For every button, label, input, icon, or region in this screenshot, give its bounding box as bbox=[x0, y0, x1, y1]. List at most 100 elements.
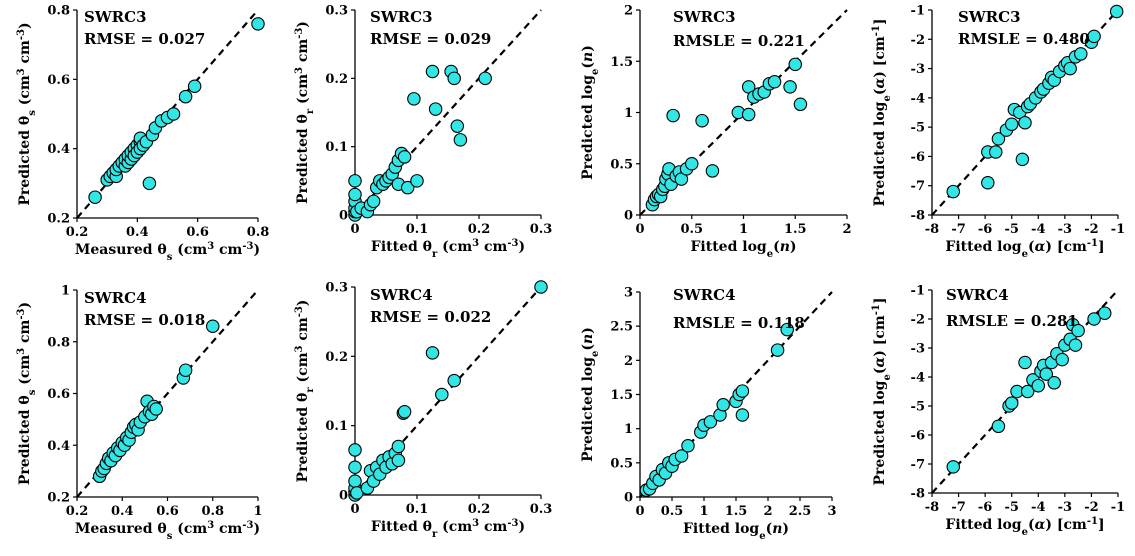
data-point bbox=[450, 119, 465, 133]
data-point bbox=[348, 460, 362, 475]
x-tick-label: 0.3 bbox=[530, 502, 553, 517]
x-tick-label: -6 bbox=[978, 500, 992, 515]
metric-annotation: RMSE = 0.027 bbox=[84, 30, 205, 48]
data-point bbox=[251, 17, 265, 31]
y-tick-label: 0.4 bbox=[47, 439, 70, 454]
x-axis-label: Fitted θr (cm3 cm-3) bbox=[371, 518, 525, 540]
data-point bbox=[1039, 367, 1054, 381]
x-tick-label: 0.3 bbox=[530, 222, 553, 237]
y-tick-label: -3 bbox=[911, 342, 925, 357]
x-axis-label: Measured θs (cm3 cm-3) bbox=[75, 241, 260, 263]
data-point bbox=[1020, 384, 1035, 399]
y-axis-label: Predicted θr (cm3 cm-3) bbox=[294, 300, 316, 483]
x-tick-label: 0.2 bbox=[468, 502, 491, 517]
data-point bbox=[1087, 312, 1101, 326]
panel-title: SWRC3 bbox=[370, 8, 433, 26]
x-axis-label: Fitted loge(α) [cm-1] bbox=[945, 516, 1104, 538]
y-tick-label: 0.6 bbox=[47, 73, 70, 88]
scatter-panel-7: 0 0.5 1 1.5 2 2.5 3 0 0.5 1 1.5 2 2.5 3 SWRC4 RMSLE = 0… bbox=[580, 286, 837, 542]
panel-title: SWRC3 bbox=[958, 8, 1021, 26]
data-point bbox=[187, 79, 202, 94]
x-tick-label: 0.8 bbox=[247, 225, 270, 240]
y-tick-label: 0 bbox=[624, 209, 633, 224]
x-tick-label: 0.5 bbox=[680, 222, 703, 237]
data-point bbox=[703, 415, 718, 429]
data-point bbox=[741, 107, 756, 122]
y-tick-label: -5 bbox=[911, 121, 925, 136]
panel-title: SWRC4 bbox=[370, 286, 433, 304]
data-point bbox=[681, 438, 695, 453]
data-point bbox=[425, 64, 440, 79]
x-tick-label: 0.8 bbox=[201, 504, 224, 519]
y-tick-label: 0.4 bbox=[47, 142, 70, 157]
y-tick-label: -4 bbox=[911, 91, 925, 106]
x-tick-label: 0.6 bbox=[186, 225, 209, 240]
panel-title: SWRC3 bbox=[673, 8, 736, 26]
x-axis-label: Fitted loge(n) bbox=[683, 521, 789, 542]
data-point bbox=[391, 439, 406, 454]
x-tick-label: 0.4 bbox=[111, 504, 134, 519]
scatter-panel-6: 0 0.1 0.2 0.3 0 0.1 0.2 0.3 SWRC4 RMSE = 0.022 Fit… bbox=[294, 280, 553, 540]
x-tick-label: -4 bbox=[1031, 500, 1045, 515]
scatter-panel-5: 0.2 0.4 0.6 0.8 1 0.2 0.4 0.6 0.8 1 SWRC4 RMSE = 0.… bbox=[16, 284, 263, 542]
data-point bbox=[407, 92, 421, 106]
scatter-panel-4: -8 -7 -6 -5 -4 -3 -2 -1 -8 -7 -6 -5 -4 -3 -2 -1 SWRC3 RMS… bbox=[871, 4, 1126, 260]
data-point bbox=[1031, 378, 1046, 393]
data-point bbox=[88, 190, 102, 204]
x-tick-label: 0.6 bbox=[156, 504, 179, 519]
data-point bbox=[1074, 47, 1088, 61]
x-tick-label: 0 bbox=[635, 222, 644, 237]
y-tick-label: 1.5 bbox=[610, 388, 633, 403]
y-tick-label: -2 bbox=[911, 33, 925, 48]
y-tick-label: -8 bbox=[911, 487, 925, 502]
y-tick-label: 0.8 bbox=[47, 4, 70, 19]
y-tick-label: -6 bbox=[911, 429, 925, 444]
data-point bbox=[428, 102, 443, 116]
metric-annotation: RMSLE = 0.281 bbox=[946, 312, 1078, 330]
data-point bbox=[783, 80, 797, 94]
data-point bbox=[348, 187, 362, 202]
y-tick-label: -6 bbox=[911, 150, 925, 165]
y-tick-label: -7 bbox=[911, 179, 925, 194]
data-point bbox=[447, 71, 461, 86]
y-tick-label: 0.3 bbox=[325, 281, 348, 296]
y-tick-label: -3 bbox=[911, 62, 925, 77]
data-point bbox=[397, 405, 412, 419]
data-point bbox=[400, 180, 415, 195]
data-point bbox=[397, 150, 412, 164]
data-point bbox=[793, 97, 808, 112]
x-tick-label: 1 bbox=[699, 504, 708, 519]
y-tick-label: -4 bbox=[911, 371, 925, 386]
y-tick-label: 0 bbox=[624, 491, 633, 506]
x-tick-label: 3 bbox=[827, 504, 836, 519]
x-tick-label: 0 bbox=[635, 504, 644, 519]
x-tick-label: 0.1 bbox=[406, 222, 429, 237]
data-point bbox=[946, 460, 961, 474]
x-axis-label: Fitted θr (cm3 cm-3) bbox=[371, 238, 525, 260]
x-tick-label: -1 bbox=[1111, 222, 1125, 237]
one-to-one-line bbox=[354, 286, 542, 496]
y-axis-label: Predicted θr (cm3 cm-3) bbox=[294, 21, 316, 204]
x-tick-label: 0.2 bbox=[66, 225, 89, 240]
x-tick-label: 0.2 bbox=[66, 504, 89, 519]
data-point bbox=[178, 363, 193, 377]
panel-title: SWRC4 bbox=[84, 289, 147, 307]
data-point bbox=[453, 133, 468, 147]
data-point bbox=[1109, 4, 1124, 19]
y-tick-label: 0 bbox=[339, 489, 348, 504]
x-tick-label: -2 bbox=[1084, 500, 1098, 515]
data-point bbox=[1018, 116, 1032, 130]
data-point bbox=[1047, 376, 1061, 390]
data-point bbox=[780, 322, 794, 337]
scatter-panel-8: -8 -7 -6 -5 -4 -3 -2 -1 -8 -7 -6 -5 -4 -3 -2 -1 SWRC4 RMS… bbox=[871, 284, 1126, 538]
data-point bbox=[674, 449, 689, 463]
data-point bbox=[716, 397, 730, 412]
y-axis-label: Predicted loge(α) [cm-1] bbox=[871, 19, 893, 207]
y-tick-label: 0.2 bbox=[47, 212, 70, 227]
y-tick-label: -1 bbox=[911, 284, 925, 299]
data-point bbox=[695, 113, 709, 128]
metric-annotation: RMSE = 0.018 bbox=[84, 311, 205, 329]
y-axis-label: Predicted loge(α) [cm-1] bbox=[871, 298, 893, 486]
data-point bbox=[1004, 396, 1019, 410]
x-tick-label: -4 bbox=[1031, 222, 1045, 237]
